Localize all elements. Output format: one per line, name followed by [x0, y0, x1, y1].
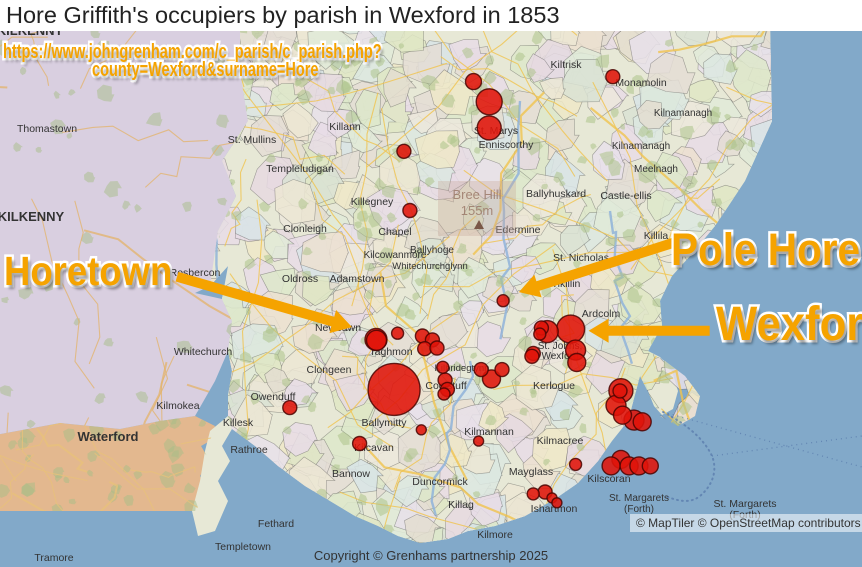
svg-text:Waterford: Waterford: [78, 429, 139, 444]
svg-text:Clonleigh: Clonleigh: [283, 223, 327, 235]
svg-text:Killegney: Killegney: [351, 196, 394, 208]
svg-text:St. Margarets: St. Margarets: [609, 493, 669, 504]
svg-text:St. Mullins: St. Mullins: [228, 134, 276, 146]
svg-text:Ballyhoge: Ballyhoge: [410, 245, 454, 256]
svg-text:Kiltrisk: Kiltrisk: [551, 59, 583, 71]
svg-text:Monamolin: Monamolin: [615, 77, 667, 89]
svg-text:Kilnamanagh: Kilnamanagh: [612, 141, 670, 152]
svg-text:Chapel: Chapel: [378, 226, 411, 238]
svg-text:Whitechurchglynn: Whitechurchglynn: [392, 261, 468, 272]
svg-text:Killag: Killag: [448, 499, 474, 511]
svg-text:Templeludigan: Templeludigan: [266, 163, 334, 175]
svg-text:Kilmacree: Kilmacree: [537, 435, 584, 447]
svg-text:Kilnamanagh: Kilnamanagh: [654, 108, 712, 119]
svg-text:Enniscorthy: Enniscorthy: [479, 139, 535, 151]
svg-text:Oldross: Oldross: [282, 273, 318, 285]
svg-text:Fethard: Fethard: [258, 518, 294, 530]
svg-text:Castle-ellis: Castle-ellis: [600, 190, 651, 202]
svg-text:Duncormick: Duncormick: [412, 476, 468, 488]
svg-text:Rathroe: Rathroe: [230, 444, 268, 456]
svg-text:Ballymitty: Ballymitty: [362, 417, 408, 429]
svg-text:Clongeen: Clongeen: [307, 364, 352, 376]
svg-text:KILKENNY: KILKENNY: [0, 31, 64, 38]
svg-text:Ballyhuskard: Ballyhuskard: [526, 188, 586, 200]
svg-text:Killann: Killann: [329, 121, 361, 133]
svg-text:Kilmore: Kilmore: [477, 529, 513, 541]
svg-text:Thomastown: Thomastown: [17, 123, 77, 135]
svg-text:Whitechurch: Whitechurch: [174, 346, 233, 358]
svg-text:Kerlogue: Kerlogue: [533, 380, 575, 392]
svg-text:Kilmannan: Kilmannan: [464, 426, 514, 438]
svg-text:Bree Hill: Bree Hill: [452, 187, 501, 202]
svg-text:Kilmokea: Kilmokea: [156, 400, 199, 412]
svg-text:Adamstown: Adamstown: [330, 273, 385, 285]
svg-text:Bannow: Bannow: [332, 468, 370, 480]
svg-text:Mayglass: Mayglass: [509, 466, 553, 478]
svg-text:Meelnagh: Meelnagh: [634, 164, 678, 175]
svg-text:KILKENNY: KILKENNY: [0, 209, 65, 224]
svg-text:Killesk: Killesk: [223, 417, 254, 429]
svg-text:Ardcolm: Ardcolm: [582, 308, 621, 320]
svg-text:155m: 155m: [461, 203, 494, 218]
